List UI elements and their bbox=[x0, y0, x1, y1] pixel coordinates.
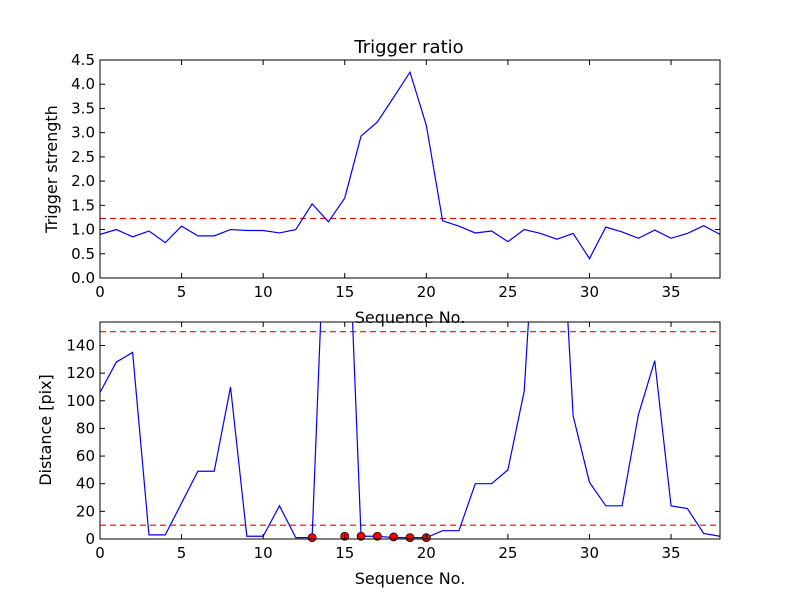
axes: 0 5 10 15 20 25 30 35 0.0 0.5 1.0 1.5 2.0 2.5 3.0 3.5 4.… bbox=[71, 51, 720, 301]
data-point-marker bbox=[389, 532, 399, 542]
x-tick-label: 20 bbox=[417, 283, 436, 301]
y-tick-label: 2.5 bbox=[71, 148, 95, 166]
x-tick-label: 15 bbox=[335, 544, 354, 562]
y-tick-label: 0.0 bbox=[71, 269, 95, 287]
x-tick-label: 15 bbox=[335, 283, 354, 301]
plot-data bbox=[100, 70, 720, 260]
y-tick-label: 20 bbox=[76, 502, 95, 520]
y-tick-label: 0.5 bbox=[71, 245, 95, 263]
y-tick-label: 100 bbox=[66, 392, 95, 410]
data-point-marker bbox=[405, 533, 415, 543]
y-axis-label: Trigger strength bbox=[42, 105, 61, 234]
y-tick-label: 60 bbox=[76, 447, 95, 465]
x-tick-label: 5 bbox=[177, 283, 187, 301]
plot-frame bbox=[99, 321, 721, 540]
data-point-marker bbox=[356, 531, 366, 541]
chart-title: Trigger ratio bbox=[353, 37, 463, 58]
y-tick-label: 3.5 bbox=[71, 99, 95, 117]
plot-frame bbox=[99, 59, 721, 279]
x-tick-label: 35 bbox=[662, 544, 681, 562]
data-point-marker bbox=[307, 533, 317, 543]
x-tick-label: 0 bbox=[95, 544, 105, 562]
y-tick-label: 1.5 bbox=[71, 196, 95, 214]
y-tick-label: 120 bbox=[66, 364, 95, 382]
y-tick-label: 0 bbox=[85, 530, 95, 548]
x-tick-label: 35 bbox=[662, 283, 681, 301]
x-tick-label: 10 bbox=[254, 544, 273, 562]
x-tick-label: 0 bbox=[95, 283, 105, 301]
distance-chart: 0 5 10 15 20 25 30 35 0 20 40 60 80 100 120 140 Sequenc… bbox=[36, 321, 721, 588]
x-tick-label: 25 bbox=[498, 283, 517, 301]
x-axis-label: Sequence No. bbox=[355, 569, 466, 588]
y-tick-label: 80 bbox=[76, 419, 95, 437]
x-tick-label: 30 bbox=[580, 544, 599, 562]
x-tick-label: 10 bbox=[254, 283, 273, 301]
series-line bbox=[100, 70, 720, 260]
y-tick-label: 4.5 bbox=[71, 51, 95, 69]
y-tick-label: 40 bbox=[76, 475, 95, 493]
x-tick-label: 5 bbox=[177, 544, 187, 562]
y-tick-label: 4.0 bbox=[71, 75, 95, 93]
x-tick-label: 30 bbox=[580, 283, 599, 301]
y-tick-label: 2.0 bbox=[71, 172, 95, 190]
x-tick-label: 20 bbox=[417, 544, 436, 562]
y-tick-label: 140 bbox=[66, 336, 95, 354]
y-axis-label: Distance [pix] bbox=[36, 374, 55, 486]
x-tick-label: 25 bbox=[498, 544, 517, 562]
x-axis-label: Sequence No. bbox=[355, 308, 466, 327]
data-point-marker bbox=[372, 531, 382, 541]
plot-area bbox=[100, 70, 720, 260]
y-tick-label: 3.0 bbox=[71, 124, 95, 142]
y-tick-label: 1.0 bbox=[71, 221, 95, 239]
axes: 0 5 10 15 20 25 30 35 0 20 40 60 80 100 120 140 bbox=[66, 322, 720, 562]
